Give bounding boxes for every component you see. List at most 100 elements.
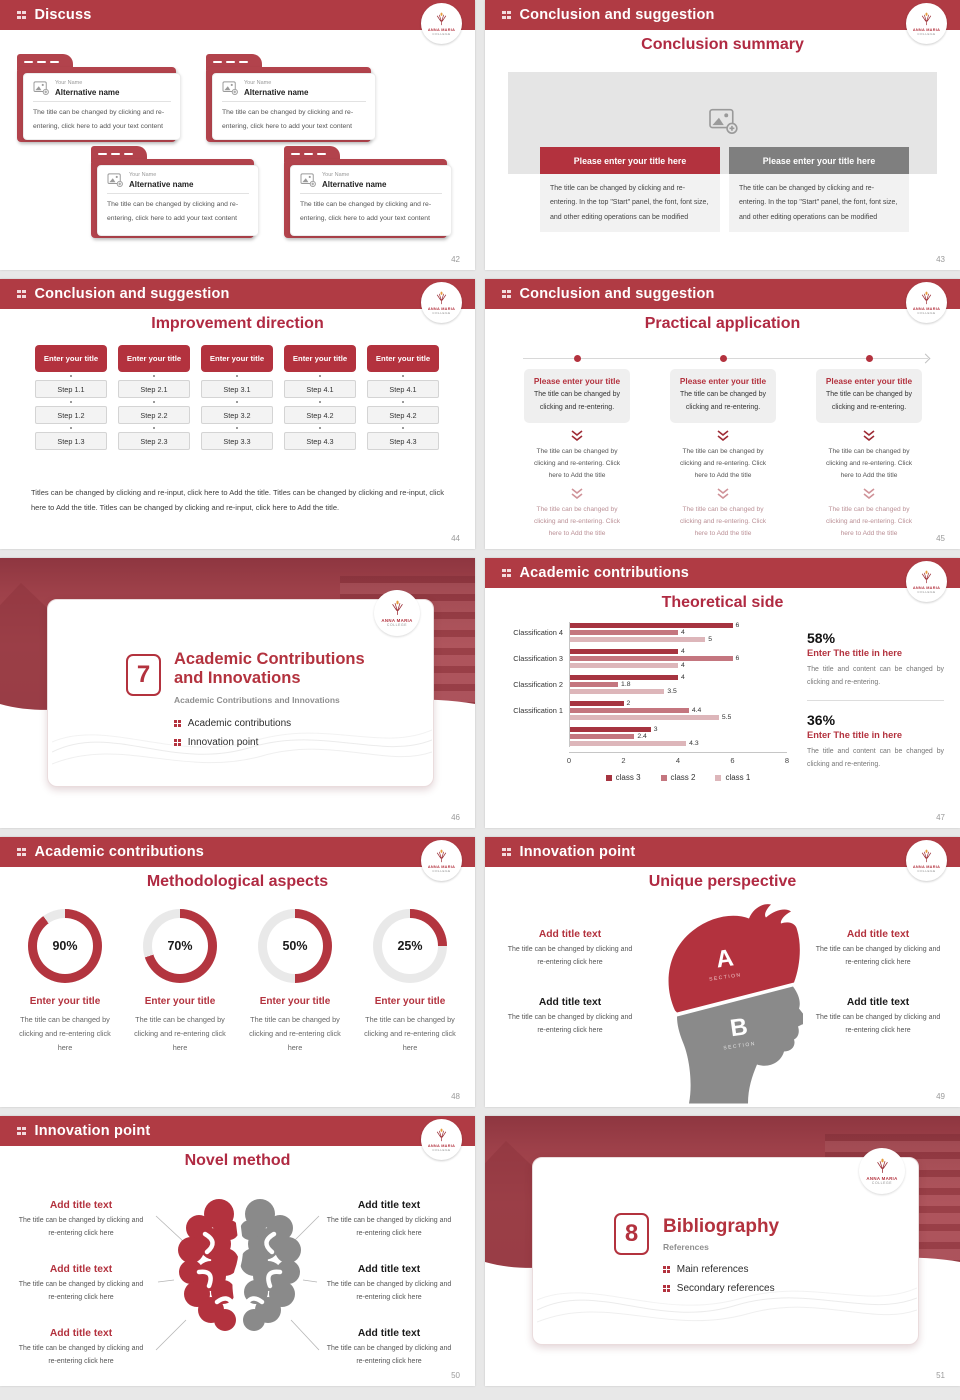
block-body: The title can be changed by clicking and… xyxy=(18,1345,144,1365)
card-alt-name: Alternative name xyxy=(322,179,387,189)
text-block: Add title text The title can be changed … xyxy=(322,1264,456,1305)
block-body: The title can be changed by clicking and… xyxy=(18,1217,144,1237)
step-box: Step 4.1 xyxy=(284,380,356,398)
block-title: Add title text xyxy=(49,1328,113,1339)
step-box: Step 2.2 xyxy=(118,406,190,424)
header-title: Conclusion and suggestion xyxy=(519,286,715,302)
bar-chart-plot: Classification 4 6 4 5 Classification 3 4 6 4 Cl… xyxy=(505,622,787,747)
section-title: Bibliography xyxy=(663,1216,780,1237)
torch-icon xyxy=(391,600,403,615)
slide-50-novel-method[interactable]: Innovation point ANNA MARIA COLLEGE Nove… xyxy=(0,1116,475,1386)
donut-body: The title can be changed by clicking and… xyxy=(249,1015,341,1052)
bullet-squares-icon xyxy=(663,1285,670,1292)
double-chevron-down-icon xyxy=(571,488,583,500)
step-box: Step 1.3 xyxy=(35,432,107,450)
stat-percent: 36% xyxy=(807,712,836,729)
section-bullet: Main references xyxy=(663,1264,775,1275)
donut-body: The title can be changed by clicking and… xyxy=(364,1015,456,1052)
brain-fold-lines xyxy=(196,1195,283,1349)
card-body-text: The title can be changed by clicking and… xyxy=(222,108,354,131)
slide-header-bar: Discuss xyxy=(0,0,475,30)
slide-42-discuss[interactable]: Discuss ANNA MARIA COLLEGE Your Name Alt… xyxy=(0,0,475,270)
page-number: 45 xyxy=(936,534,945,543)
slide-46-section-divider[interactable]: ANNA MARIA COLLEGE 7 Academic Contributi… xyxy=(0,558,475,828)
panel-body-text: The title can be changed by clicking and… xyxy=(540,174,720,233)
slide-49-unique-perspective[interactable]: Innovation point ANNA MARIA COLLEGE Uniq… xyxy=(485,837,960,1107)
step-column: Enter your title Step 4.1 Step 4.2 Step … xyxy=(284,345,356,450)
bullet-label: Secondary references xyxy=(676,1283,775,1294)
torch-icon xyxy=(921,570,932,583)
section-number: 7 xyxy=(126,654,161,696)
logo-sub: COLLEGE xyxy=(871,1180,893,1185)
column-title-button: Enter your title xyxy=(284,345,356,372)
text-block: Add title text The title can be changed … xyxy=(811,929,945,970)
logo-name: ANNA MARIA xyxy=(912,864,941,869)
logo-name: ANNA MARIA xyxy=(912,585,941,590)
slide-43-conclusion-summary[interactable]: Conclusion and suggestion ANNA MARIA COL… xyxy=(485,0,960,270)
process-body: The title can be changed by clicking and… xyxy=(533,391,620,411)
double-chevron-down-icon xyxy=(717,488,729,500)
text-block: Add title text The title can be changed … xyxy=(322,1200,456,1241)
college-logo-badge: ANNA MARIA COLLEGE xyxy=(906,561,947,602)
slide-47-theoretical-side[interactable]: Academic contributions ANNA MARIA COLLEG… xyxy=(485,558,960,828)
divider-line xyxy=(807,700,944,702)
college-logo-badge: ANNA MARIA COLLEGE xyxy=(421,840,462,881)
section-a-letter: A xyxy=(714,944,735,973)
slide-header-bar: Academic contributions xyxy=(0,837,475,867)
college-logo-badge: ANNA MARIA COLLEGE xyxy=(906,840,947,881)
section-b-letter: B xyxy=(728,1013,749,1042)
double-chevron-down-icon xyxy=(863,488,875,500)
connector-lines xyxy=(155,1215,320,1351)
donut-body: The title can be changed by clicking and… xyxy=(19,1015,111,1052)
slide-header-bar: Conclusion and suggestion xyxy=(485,0,960,30)
step-box: Step 4.1 xyxy=(367,380,439,398)
logo-name: ANNA MARIA xyxy=(427,864,456,869)
image-placeholder-icon xyxy=(33,81,49,96)
section-title-line1: Academic Contributions xyxy=(174,650,365,668)
logo-name: ANNA MARIA xyxy=(912,306,941,311)
title-banner-red: Please enter your title here xyxy=(540,147,720,174)
donut-title: Enter your title xyxy=(374,996,446,1007)
slide-48-methodological-aspects[interactable]: Academic contributions ANNA MARIA COLLEG… xyxy=(0,837,475,1107)
header-squares-icon xyxy=(502,289,511,299)
logo-name: ANNA MARIA xyxy=(427,306,456,311)
logo-sub: COLLEGE xyxy=(917,310,936,315)
process-level2-text: The title can be changed by clicking and… xyxy=(679,447,767,479)
step-box: Step 4.2 xyxy=(284,406,356,424)
folder-tab xyxy=(284,146,340,162)
text-block: Add title text The title can be changed … xyxy=(14,1328,148,1369)
logo-name: ANNA MARIA xyxy=(866,1175,898,1181)
slide-title: Conclusion summary xyxy=(641,36,804,53)
page-number: 46 xyxy=(451,813,460,822)
process-level3-text: The title can be changed by clicking and… xyxy=(825,506,913,538)
logo-sub: COLLEGE xyxy=(917,31,936,36)
block-title: Add title text xyxy=(846,997,910,1008)
panel-body-text: The title can be changed by clicking and… xyxy=(729,174,909,233)
process-level3-text: The title can be changed by clicking and… xyxy=(533,506,621,538)
image-placeholder-icon xyxy=(300,173,316,188)
step-box: Step 4.3 xyxy=(284,432,356,450)
card-name-label: Your Name xyxy=(322,172,350,178)
bar-chart-legend: class 3 class 2 class 1 xyxy=(569,773,787,782)
stat-title: Enter The title in here xyxy=(807,648,903,658)
slide-45-practical-application[interactable]: Conclusion and suggestion ANNA MARIA COL… xyxy=(485,279,960,549)
page-number: 42 xyxy=(451,255,460,264)
block-body: The title can be changed by clicking and… xyxy=(507,1014,633,1034)
image-placeholder-icon xyxy=(708,108,738,134)
slide-51-section-divider[interactable]: ANNA MARIA COLLEGE 8 Bibliography Refere… xyxy=(485,1116,960,1386)
section-bullet: Academic contributions xyxy=(174,718,291,729)
slide-header-bar: Innovation point xyxy=(0,1116,475,1146)
slide-44-improvement-direction[interactable]: Conclusion and suggestion ANNA MARIA COL… xyxy=(0,279,475,549)
folder-card: Your Name Alternative name The title can… xyxy=(284,146,452,238)
text-block: Add title text The title can be changed … xyxy=(503,929,637,970)
process-column: Please enter your title The title can be… xyxy=(816,369,922,540)
header-squares-icon xyxy=(502,568,511,578)
section-subtitle: References xyxy=(663,1242,709,1252)
header-title: Academic contributions xyxy=(519,565,690,581)
block-body: The title can be changed by clicking and… xyxy=(815,1014,941,1034)
torch-icon xyxy=(436,1128,447,1141)
donut-percent-label: 90% xyxy=(52,939,78,953)
process-level2-text: The title can be changed by clicking and… xyxy=(825,447,913,479)
torch-icon xyxy=(436,12,447,25)
